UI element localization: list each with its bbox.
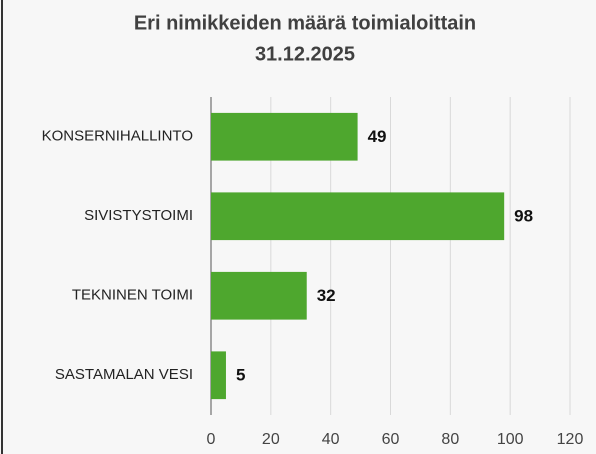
x-tick-label: 0 (207, 431, 216, 448)
value-label: 5 (236, 366, 245, 385)
y-tick-label: TEKNINEN TOIMI (72, 287, 193, 304)
x-tick-label: 40 (322, 431, 340, 448)
bar (211, 112, 358, 161)
x-tick-label: 60 (382, 431, 400, 448)
chart-title: Eri nimikkeiden määrä toimialoittain (134, 12, 476, 34)
y-tick-label: SIVISTYSTOIMI (84, 207, 193, 224)
x-tick-label: 100 (497, 431, 524, 448)
chart-subtitle: 31.12.2025 (255, 43, 355, 65)
y-tick-label: KONSERNIHALLINTO (42, 128, 193, 145)
x-tick-label: 80 (441, 431, 459, 448)
bar (211, 192, 505, 241)
bar (211, 351, 226, 400)
value-label: 49 (368, 127, 387, 146)
x-tick-label: 120 (557, 431, 584, 448)
value-label: 98 (514, 207, 533, 226)
x-tick-label: 20 (262, 431, 280, 448)
y-tick-label: SASTAMALAN VESI (55, 366, 193, 383)
bar (211, 271, 307, 320)
value-label: 32 (317, 286, 336, 305)
